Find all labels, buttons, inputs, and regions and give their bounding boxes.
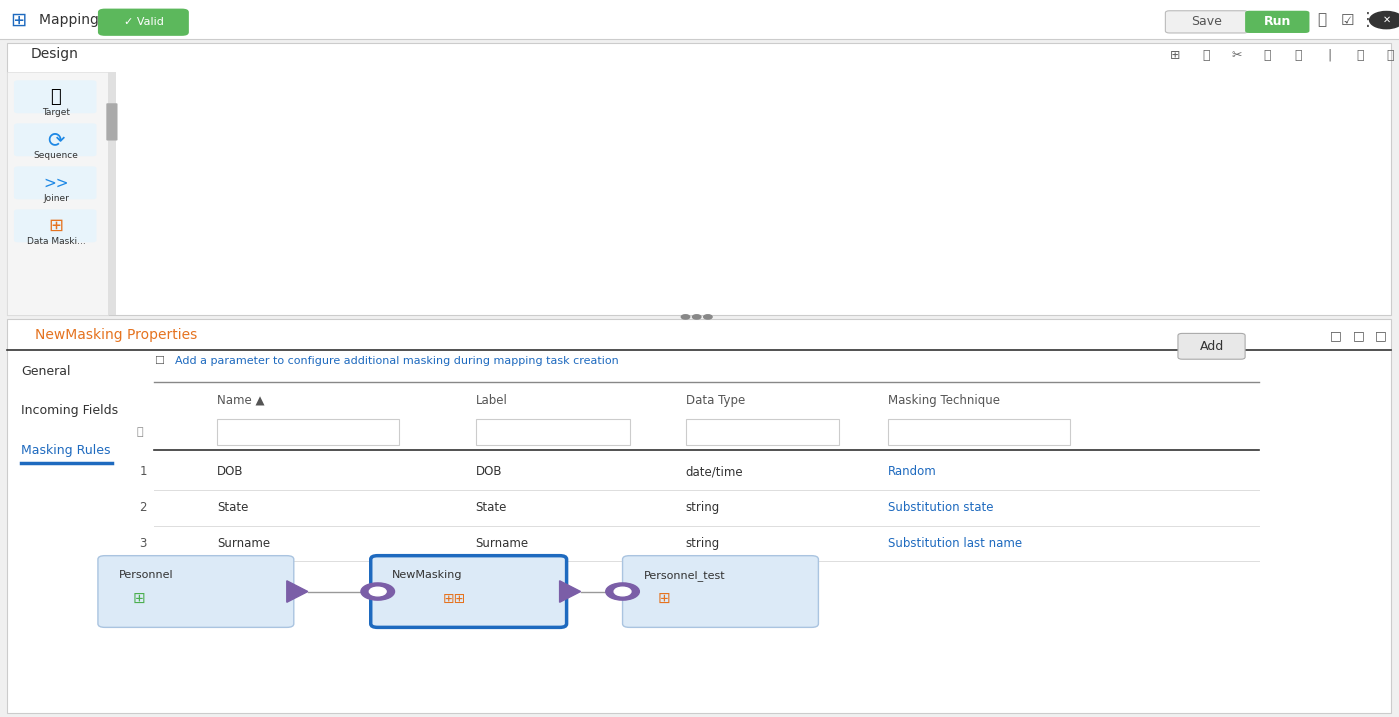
Text: Personnel_test: Personnel_test (644, 570, 725, 581)
Text: Run: Run (1263, 15, 1291, 29)
FancyBboxPatch shape (476, 419, 630, 445)
FancyBboxPatch shape (108, 72, 116, 315)
Text: string: string (686, 537, 719, 550)
Circle shape (369, 587, 386, 596)
Text: ✂: ✂ (1231, 49, 1242, 62)
Text: □: □ (1353, 329, 1364, 342)
Text: ⟳: ⟳ (48, 130, 64, 150)
Text: NewMasking: NewMasking (392, 570, 462, 580)
FancyBboxPatch shape (1245, 11, 1309, 33)
Circle shape (704, 315, 712, 319)
Text: 3: 3 (140, 537, 147, 550)
Circle shape (693, 315, 701, 319)
Text: Design: Design (31, 47, 78, 61)
FancyBboxPatch shape (7, 72, 108, 315)
FancyBboxPatch shape (888, 419, 1070, 445)
Text: date/time: date/time (686, 465, 743, 478)
Text: ☐: ☐ (154, 356, 164, 366)
Text: Save: Save (1191, 15, 1223, 29)
FancyBboxPatch shape (686, 419, 839, 445)
FancyBboxPatch shape (0, 0, 1399, 39)
Text: 🎯: 🎯 (50, 87, 62, 106)
Text: ⊞: ⊞ (49, 217, 63, 235)
FancyBboxPatch shape (98, 556, 294, 627)
Text: ⋮: ⋮ (1360, 11, 1377, 29)
Text: Add: Add (1199, 340, 1224, 353)
Text: Name ▲: Name ▲ (217, 394, 264, 407)
FancyBboxPatch shape (14, 209, 97, 242)
Text: Joiner: Joiner (43, 194, 69, 203)
FancyBboxPatch shape (106, 103, 118, 141)
Circle shape (606, 583, 639, 600)
Text: ⧉: ⧉ (1263, 49, 1272, 62)
FancyBboxPatch shape (14, 166, 97, 199)
Text: ⊞: ⊞ (10, 11, 27, 29)
Text: Add a parameter to configure additional masking during mapping task creation: Add a parameter to configure additional … (175, 356, 618, 366)
Text: ⊞: ⊞ (1170, 49, 1181, 62)
Text: □: □ (1330, 329, 1342, 342)
Text: State: State (476, 501, 506, 514)
Text: DOB: DOB (217, 465, 243, 478)
Text: 🔍: 🔍 (1356, 49, 1364, 62)
Circle shape (614, 587, 631, 596)
Text: Data Type: Data Type (686, 394, 744, 407)
FancyBboxPatch shape (1165, 11, 1248, 33)
Text: Surname: Surname (217, 537, 270, 550)
Text: NewMasking Properties: NewMasking Properties (35, 328, 197, 343)
Text: Sequence: Sequence (34, 151, 78, 160)
Text: Incoming Fields: Incoming Fields (21, 404, 118, 417)
Text: ✓ Valid: ✓ Valid (125, 17, 164, 27)
Text: General: General (21, 365, 70, 378)
Text: ✕: ✕ (1382, 15, 1391, 25)
Text: |: | (1326, 49, 1332, 62)
Text: Substitution state: Substitution state (888, 501, 993, 514)
Text: DOB: DOB (476, 465, 502, 478)
FancyBboxPatch shape (7, 319, 1391, 713)
Text: 🔍: 🔍 (1386, 49, 1395, 62)
Text: ⬜: ⬜ (1318, 13, 1326, 27)
Text: 1: 1 (140, 465, 147, 478)
Text: 🗑: 🗑 (1202, 49, 1210, 62)
Text: Label: Label (476, 394, 508, 407)
Text: □: □ (1375, 329, 1386, 342)
Text: ⊞: ⊞ (658, 592, 670, 606)
Text: Masking Rules: Masking Rules (21, 444, 111, 457)
Text: Target: Target (42, 108, 70, 117)
Text: 📋: 📋 (1294, 49, 1302, 62)
Text: State: State (217, 501, 248, 514)
FancyBboxPatch shape (98, 9, 189, 36)
Polygon shape (560, 581, 581, 602)
FancyBboxPatch shape (1178, 333, 1245, 359)
FancyBboxPatch shape (14, 123, 97, 156)
Text: Data Maski...: Data Maski... (27, 237, 85, 246)
Circle shape (681, 315, 690, 319)
Circle shape (361, 583, 395, 600)
Text: Surname: Surname (476, 537, 529, 550)
Text: ⊞⊞: ⊞⊞ (443, 592, 466, 606)
FancyBboxPatch shape (7, 43, 1391, 315)
Text: string: string (686, 501, 719, 514)
Text: >>: >> (43, 176, 69, 190)
Text: Masking Technique: Masking Technique (888, 394, 1000, 407)
Text: 🔧: 🔧 (137, 427, 143, 437)
Text: Personnel: Personnel (119, 570, 173, 580)
Text: 2: 2 (140, 501, 147, 514)
Text: Mapping 1: Mapping 1 (39, 13, 112, 27)
Text: ☑: ☑ (1340, 13, 1354, 27)
Polygon shape (287, 581, 308, 602)
FancyBboxPatch shape (623, 556, 818, 627)
FancyBboxPatch shape (14, 80, 97, 113)
Text: Substitution last name: Substitution last name (888, 537, 1023, 550)
Text: ⊞: ⊞ (133, 592, 145, 606)
FancyBboxPatch shape (217, 419, 399, 445)
Circle shape (1370, 11, 1399, 29)
FancyBboxPatch shape (371, 556, 567, 627)
Text: Random: Random (888, 465, 937, 478)
